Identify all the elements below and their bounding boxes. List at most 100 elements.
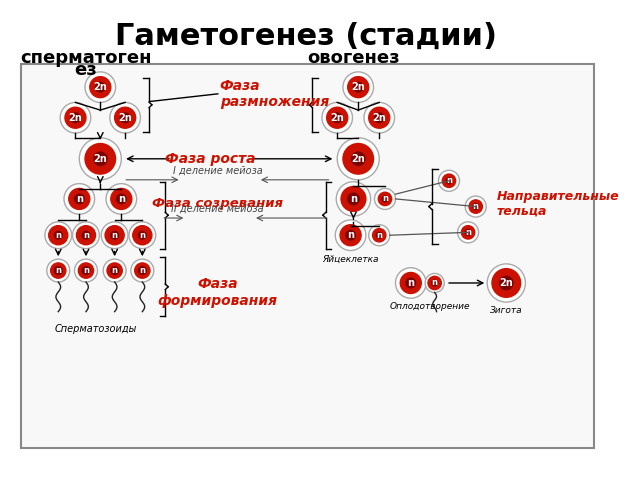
Circle shape xyxy=(351,152,365,166)
Circle shape xyxy=(106,184,136,214)
Circle shape xyxy=(116,194,126,204)
Text: Фаза
формирования: Фаза формирования xyxy=(158,277,278,308)
Circle shape xyxy=(79,138,122,180)
Circle shape xyxy=(82,231,90,239)
Text: 2n: 2n xyxy=(118,113,132,123)
Circle shape xyxy=(103,259,126,282)
Circle shape xyxy=(326,107,348,128)
Text: n: n xyxy=(407,278,414,288)
Text: Фаза роста: Фаза роста xyxy=(165,152,255,166)
Circle shape xyxy=(76,226,95,245)
Text: n: n xyxy=(465,228,471,237)
Text: 2n: 2n xyxy=(351,154,365,164)
Text: Фаза
размножения: Фаза размножения xyxy=(220,79,329,109)
Text: n: n xyxy=(347,230,354,240)
Circle shape xyxy=(111,189,132,209)
Circle shape xyxy=(473,204,479,209)
Circle shape xyxy=(374,113,384,122)
Text: 2n: 2n xyxy=(93,82,107,92)
Circle shape xyxy=(54,231,62,239)
Circle shape xyxy=(111,231,118,239)
Circle shape xyxy=(340,225,361,246)
Circle shape xyxy=(353,83,363,92)
Text: n: n xyxy=(376,231,382,240)
Circle shape xyxy=(348,77,369,97)
Circle shape xyxy=(78,263,93,278)
Text: 2n: 2n xyxy=(330,113,344,123)
Circle shape xyxy=(47,259,70,282)
Circle shape xyxy=(131,259,154,282)
Circle shape xyxy=(74,194,84,204)
Circle shape xyxy=(336,182,371,216)
Circle shape xyxy=(74,259,97,282)
Circle shape xyxy=(129,222,156,249)
Circle shape xyxy=(461,226,475,239)
Circle shape xyxy=(51,263,66,278)
Circle shape xyxy=(469,200,483,213)
Text: n: n xyxy=(83,231,89,240)
Circle shape xyxy=(446,178,452,184)
Text: n: n xyxy=(350,194,357,204)
Text: n: n xyxy=(140,266,145,275)
Text: 2n: 2n xyxy=(68,113,83,123)
Circle shape xyxy=(115,107,136,128)
Circle shape xyxy=(134,263,150,278)
Circle shape xyxy=(322,102,353,133)
Text: Фаза созревания: Фаза созревания xyxy=(152,197,284,210)
Circle shape xyxy=(132,226,152,245)
Circle shape xyxy=(70,113,80,122)
Circle shape xyxy=(54,267,62,275)
Circle shape xyxy=(85,144,116,174)
FancyBboxPatch shape xyxy=(21,64,594,448)
Text: n: n xyxy=(111,266,118,275)
Circle shape xyxy=(60,102,91,133)
Text: n: n xyxy=(55,231,61,240)
Text: 2n: 2n xyxy=(499,278,513,288)
Circle shape xyxy=(369,225,390,246)
Circle shape xyxy=(396,268,426,298)
Text: 2n: 2n xyxy=(93,154,107,164)
Text: n: n xyxy=(83,266,89,275)
Circle shape xyxy=(343,72,374,102)
Circle shape xyxy=(400,273,421,293)
Circle shape xyxy=(438,170,460,192)
Circle shape xyxy=(72,222,99,249)
Text: n: n xyxy=(446,176,452,185)
Circle shape xyxy=(107,263,122,278)
Text: ез: ез xyxy=(75,61,97,79)
Circle shape xyxy=(364,102,394,133)
Circle shape xyxy=(82,267,90,275)
Circle shape xyxy=(65,107,86,128)
Circle shape xyxy=(428,276,442,289)
Circle shape xyxy=(376,232,382,238)
Circle shape xyxy=(492,269,520,297)
Text: n: n xyxy=(140,231,145,240)
Circle shape xyxy=(85,72,116,102)
Text: n: n xyxy=(431,278,438,288)
Text: n: n xyxy=(473,202,479,211)
Circle shape xyxy=(101,222,128,249)
Text: n: n xyxy=(118,194,125,204)
Circle shape xyxy=(465,196,486,217)
Text: Гаметогенез (стадии): Гаметогенез (стадии) xyxy=(115,22,497,51)
Circle shape xyxy=(374,189,396,209)
Circle shape xyxy=(111,267,118,275)
Circle shape xyxy=(337,138,380,180)
Text: 2n: 2n xyxy=(351,82,365,92)
Circle shape xyxy=(138,231,146,239)
Text: II деление мейоза: II деление мейоза xyxy=(172,204,264,214)
Circle shape xyxy=(432,280,438,286)
Circle shape xyxy=(68,189,90,209)
Circle shape xyxy=(343,144,374,174)
Circle shape xyxy=(138,267,146,275)
Text: Зигота: Зигота xyxy=(490,306,523,315)
Text: сперматоген: сперматоген xyxy=(20,49,152,67)
Circle shape xyxy=(90,77,111,97)
Text: Сперматозоиды: Сперматозоиды xyxy=(54,324,137,334)
Circle shape xyxy=(105,226,124,245)
Circle shape xyxy=(348,193,359,204)
Circle shape xyxy=(120,113,130,122)
Circle shape xyxy=(500,276,513,289)
Circle shape xyxy=(406,278,415,288)
Text: I деление мейоза: I деление мейоза xyxy=(173,165,262,175)
